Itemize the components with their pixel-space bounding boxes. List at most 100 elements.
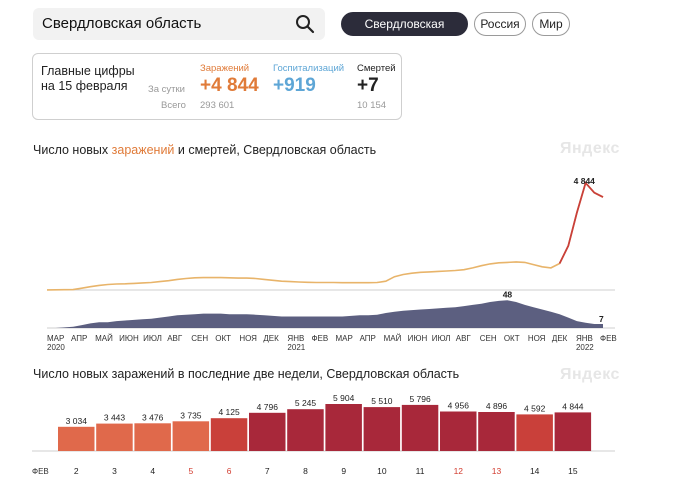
bar (172, 421, 210, 451)
bar (440, 411, 477, 451)
x-tick-label: АПР (360, 334, 376, 343)
bar-category-label: 14 (530, 466, 540, 476)
bar (210, 418, 248, 451)
search-input-value[interactable]: Свердловская область (42, 15, 202, 32)
summary-title-line1: Главные цифры (41, 64, 135, 78)
x-tick-label: ИЮН (119, 334, 139, 343)
deaths-max-label: 48 (503, 289, 513, 299)
bar-value-label: 4 592 (524, 403, 546, 413)
summary-title: Главные цифры на 15 февраля (41, 64, 135, 94)
bar-value-label: 5 796 (409, 394, 431, 404)
year-label: 2020 (47, 343, 65, 352)
year-label: 2022 (576, 343, 594, 352)
x-tick-label: МАР (47, 334, 64, 343)
hospitalizations-label: Госпитализаций (273, 63, 345, 74)
infections-total: 293 601 (200, 100, 235, 111)
total-label: Всего (161, 100, 186, 111)
tab-sverdlovsk[interactable]: Свердловская область (341, 12, 468, 53)
x-tick-label: МАЙ (95, 334, 113, 343)
x-tick-label: МАР (336, 334, 353, 343)
bar-value-label: 3 034 (66, 416, 88, 426)
x-tick-label: АВГ (167, 334, 183, 343)
x-tick-label: ОКТ (504, 334, 520, 343)
bar-category-label: 5 (189, 466, 194, 476)
main-chart-title-suffix: и смертей, Свердловская область (174, 143, 377, 157)
bar-category-label: 8 (303, 466, 308, 476)
bar (363, 407, 401, 451)
search-input[interactable]: Свердловская область (33, 8, 325, 40)
x-tick-label: СЕН (480, 334, 497, 343)
deaths-total: 10 154 (357, 100, 387, 111)
x-tick-label: ОКТ (215, 334, 231, 343)
x-tick-label: ДЕК (552, 334, 568, 343)
search-icon[interactable] (295, 14, 315, 34)
bar (478, 412, 515, 451)
x-tick-label: АПР (71, 334, 87, 343)
x-tick-label: НОЯ (528, 334, 546, 343)
bar-value-label: 5 904 (333, 393, 355, 403)
x-tick-label: ФЕВ (600, 334, 617, 343)
bar-category-label: 2 (74, 466, 79, 476)
x-tick-label: ИЮЛ (432, 334, 451, 343)
main-chart-title: Число новых заражений и смертей, Свердло… (33, 143, 376, 157)
x-tick-label: ИЮН (408, 334, 428, 343)
bar (96, 423, 133, 451)
bar-value-label: 4 956 (448, 401, 470, 411)
x-tick-label: ЯНВ (287, 334, 304, 343)
bar (134, 423, 171, 451)
summary-card: Главные цифры на 15 февраля За сутки Все… (32, 53, 402, 120)
tab-russia[interactable]: Россия (474, 12, 526, 36)
bar-category-label: 9 (341, 466, 346, 476)
per-day-label: За сутки (148, 84, 185, 95)
main-chart-title-prefix: Число новых (33, 143, 112, 157)
bar-value-label: 5 510 (371, 396, 393, 406)
bar-chart: 3 034 2 3 443 3 3 476 4 3 735 5 4 125 6 4 796 7 5 24… (32, 393, 615, 476)
tab-world[interactable]: Мир (532, 12, 570, 36)
infections-recent-line (558, 181, 604, 264)
bar-value-label: 4 844 (562, 401, 584, 411)
bar-category-label: 6 (227, 466, 232, 476)
bar-category-label: 3 (112, 466, 117, 476)
main-chart-title-accent: заражений (111, 143, 175, 157)
year-label: 2021 (287, 343, 305, 352)
bar-category-label: 13 (492, 466, 502, 476)
deaths-area (47, 300, 603, 328)
bar-category-label: 7 (265, 466, 270, 476)
bar-category-label: 15 (568, 466, 578, 476)
yandex-watermark-main: Яндекс (560, 140, 620, 157)
bar-chart-title: Число новых заражений в последние две не… (33, 367, 460, 381)
bar (325, 404, 362, 451)
bar-category-label: 11 (416, 466, 425, 476)
x-tick-label: МАЙ (384, 334, 402, 343)
infections-line (46, 181, 604, 291)
x-tick-label: ЯНВ (576, 334, 593, 343)
summary-title-line2: на 15 февраля (41, 79, 128, 93)
bar-category-label: 10 (377, 466, 387, 476)
x-tick-label: АВГ (456, 334, 472, 343)
x-tick-label: ДЕК (263, 334, 279, 343)
bar-value-label: 4 896 (486, 401, 508, 411)
deaths-label: Смертей (357, 63, 396, 74)
bar-value-label: 4 125 (218, 407, 240, 417)
main-chart: 4 844 48 7 МАР АПР МАЙ ИЮН ИЮЛ АВГ СЕН ОКТ НОЯ ДЕК ЯН… (46, 176, 617, 352)
bar-value-label: 3 476 (142, 412, 164, 422)
x-tick-label: НОЯ (239, 334, 257, 343)
infections-label: Заражений (200, 63, 250, 74)
deaths-last-label: 7 (599, 314, 604, 324)
bar (516, 414, 553, 451)
bar (554, 412, 592, 451)
bar (287, 409, 324, 451)
bar (249, 412, 286, 451)
yandex-watermark-bars: Яндекс (560, 366, 620, 383)
bar-value-label: 3 443 (104, 413, 126, 423)
bar (401, 404, 439, 451)
bar-value-label: 5 245 (295, 398, 317, 408)
x-tick-label: СЕН (191, 334, 208, 343)
deaths-delta: +7 (357, 75, 379, 96)
infections-last-label: 4 844 (574, 176, 596, 186)
bar-value-label: 4 796 (257, 402, 279, 412)
bar-category-label: 4 (150, 466, 155, 476)
infections-delta: +4 844 (200, 75, 259, 96)
bar-month-label: ФЕВ (32, 467, 49, 476)
bar-category-label: 12 (454, 466, 464, 476)
